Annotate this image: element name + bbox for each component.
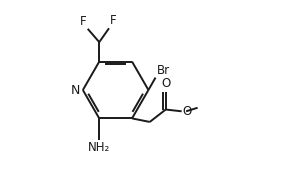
- Text: O: O: [183, 105, 192, 118]
- Text: N: N: [71, 84, 80, 96]
- Text: Br: Br: [156, 64, 170, 77]
- Text: O: O: [161, 77, 170, 90]
- Text: F: F: [80, 15, 87, 28]
- Text: F: F: [110, 14, 117, 27]
- Text: NH₂: NH₂: [88, 141, 110, 154]
